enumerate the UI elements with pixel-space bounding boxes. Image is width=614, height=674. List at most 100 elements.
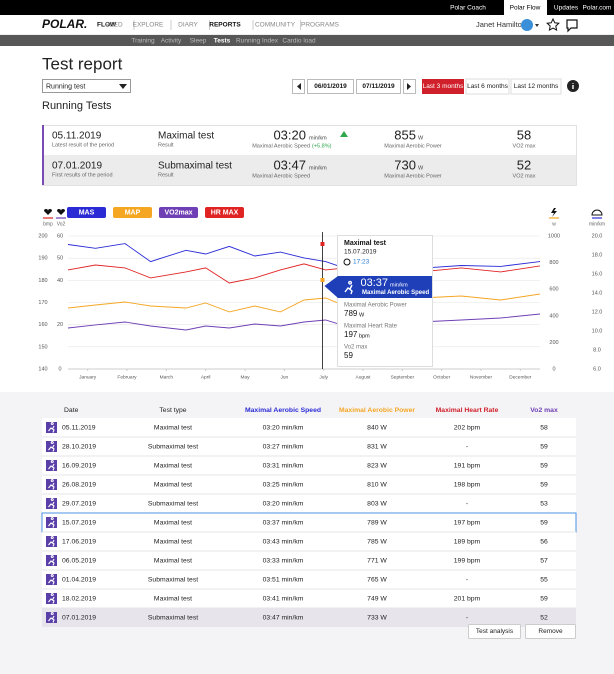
date-to-box[interactable] (356, 79, 401, 94)
subnav-item[interactable]: Sleep (190, 38, 207, 45)
tooltip-vo2: 59 (344, 351, 353, 360)
table-cell: Maximal test (154, 424, 192, 431)
table-row[interactable] (42, 494, 576, 513)
table-cell: 06.05.2019 (62, 557, 96, 564)
table-cell: 03:20 min/km (263, 500, 304, 507)
table-cell: 198 bpm (454, 481, 481, 488)
nav-item[interactable]: COMMUNITY (255, 22, 296, 29)
user-name[interactable]: Janet Hamilton (476, 20, 526, 29)
page-title: Test report (42, 54, 123, 73)
run-badge-icon (48, 478, 55, 490)
tooltip-power-unit: W (359, 312, 365, 318)
x-tick-label: November (470, 374, 493, 380)
table-cell: 03:43 min/km (263, 538, 304, 545)
top-link[interactable]: Polar.com (583, 5, 612, 12)
nav-item[interactable]: PROGRAMS (301, 22, 340, 29)
y-tick-label: 160 (38, 322, 47, 328)
table-row[interactable] (42, 418, 576, 437)
summary-speed: 03:20 (273, 127, 306, 142)
table-cell: 52 (540, 614, 548, 621)
message-icon[interactable] (566, 19, 578, 33)
summary-date: 07.01.2019 (52, 161, 102, 172)
summary-power-unit: W (418, 165, 424, 171)
summary-date-note: First results of the period (52, 172, 113, 178)
select-value: Running test (46, 83, 85, 90)
run-badge-icon (48, 459, 55, 471)
star-icon[interactable] (546, 17, 560, 32)
subnav-bar (0, 35, 614, 46)
table-row-bg (42, 608, 576, 627)
legend-button[interactable] (113, 207, 152, 218)
range-button[interactable] (422, 79, 464, 94)
next-arrow (407, 83, 411, 90)
y2-tick-label: 800 (549, 260, 558, 266)
clock-icon (343, 258, 351, 266)
range-label: Last 6 months (467, 83, 509, 90)
run-badge-icon (48, 573, 55, 585)
table-row[interactable] (42, 437, 576, 456)
y3-tick-label: 18.0 (592, 252, 603, 258)
x-tick-label: May (240, 374, 250, 380)
avatar[interactable] (521, 19, 533, 31)
table-cell: 831 W (367, 443, 387, 450)
x-tick-label: January (79, 374, 97, 380)
legend-button[interactable] (159, 207, 198, 218)
power-icon (551, 208, 557, 217)
vo2-tick-label: 50 (57, 256, 63, 262)
run-badge (46, 479, 57, 490)
table-cell: Maximal test (154, 519, 192, 526)
logo[interactable]: POLAR. (42, 17, 87, 31)
y2-tick-label: 400 (549, 313, 558, 319)
subnav-item[interactable]: Training (131, 38, 155, 45)
tooltip-date: 15.07.2019 (344, 249, 377, 256)
table-cell: 771 W (367, 557, 387, 564)
date-from-box[interactable] (307, 79, 354, 94)
summary-power-unit: W (418, 135, 424, 141)
top-link[interactable]: Polar Flow (510, 5, 541, 12)
top-link[interactable]: Updates (554, 5, 579, 12)
table-cell: Submaximal test (148, 576, 198, 583)
table-cell: 199 bpm (454, 557, 481, 564)
tooltip-hr: 197 (344, 330, 358, 339)
subnav-item[interactable]: Cardio load (282, 38, 316, 45)
action-button[interactable] (525, 624, 576, 639)
y3-tick-label: 10.0 (592, 328, 603, 334)
range-button[interactable] (510, 78, 562, 95)
table-row[interactable] (42, 456, 576, 475)
table-cell: 733 W (367, 614, 387, 621)
table-cell: 57 (540, 557, 548, 564)
subnav-item[interactable]: Tests (214, 38, 231, 45)
run-icon (344, 280, 353, 295)
tooltip-power: 789 (344, 309, 358, 318)
x-tick-label: April (201, 374, 211, 380)
legend-button[interactable] (67, 207, 106, 218)
table-cell: 01.04.2019 (62, 576, 96, 583)
action-button[interactable] (468, 624, 521, 639)
summary-speed: 03:47 (273, 157, 306, 172)
table-row[interactable] (42, 532, 576, 551)
top-link[interactable]: Polar Coach (450, 5, 486, 12)
table-cell: 197 bpm (454, 519, 481, 526)
table-cell: 28.10.2019 (62, 443, 96, 450)
table-cell: 29.07.2019 (62, 500, 96, 507)
nav-item[interactable]: EXPLORE (133, 22, 164, 29)
table-header: Vo2 max (530, 407, 558, 414)
table-body (42, 418, 576, 627)
table-row[interactable] (42, 570, 576, 589)
nav-item[interactable]: DIARY (178, 22, 198, 29)
table-row[interactable] (42, 551, 576, 570)
subnav-item[interactable]: Activity (161, 38, 182, 45)
nav-item[interactable]: FEED (105, 22, 123, 29)
summary-date-note: Latest result of the period (52, 142, 114, 148)
table-row[interactable] (42, 589, 576, 608)
range-label: Last 12 months (514, 83, 559, 90)
legend-button[interactable] (205, 207, 244, 218)
table-row[interactable] (42, 475, 576, 494)
select-box[interactable] (42, 79, 131, 93)
subnav-item[interactable]: Running Index (236, 38, 279, 45)
range-button[interactable] (465, 78, 510, 95)
nav-item[interactable]: REPORTS (209, 22, 241, 29)
table-row[interactable] (41, 512, 577, 533)
prev-arrow (297, 83, 301, 90)
top-bar (0, 0, 614, 15)
